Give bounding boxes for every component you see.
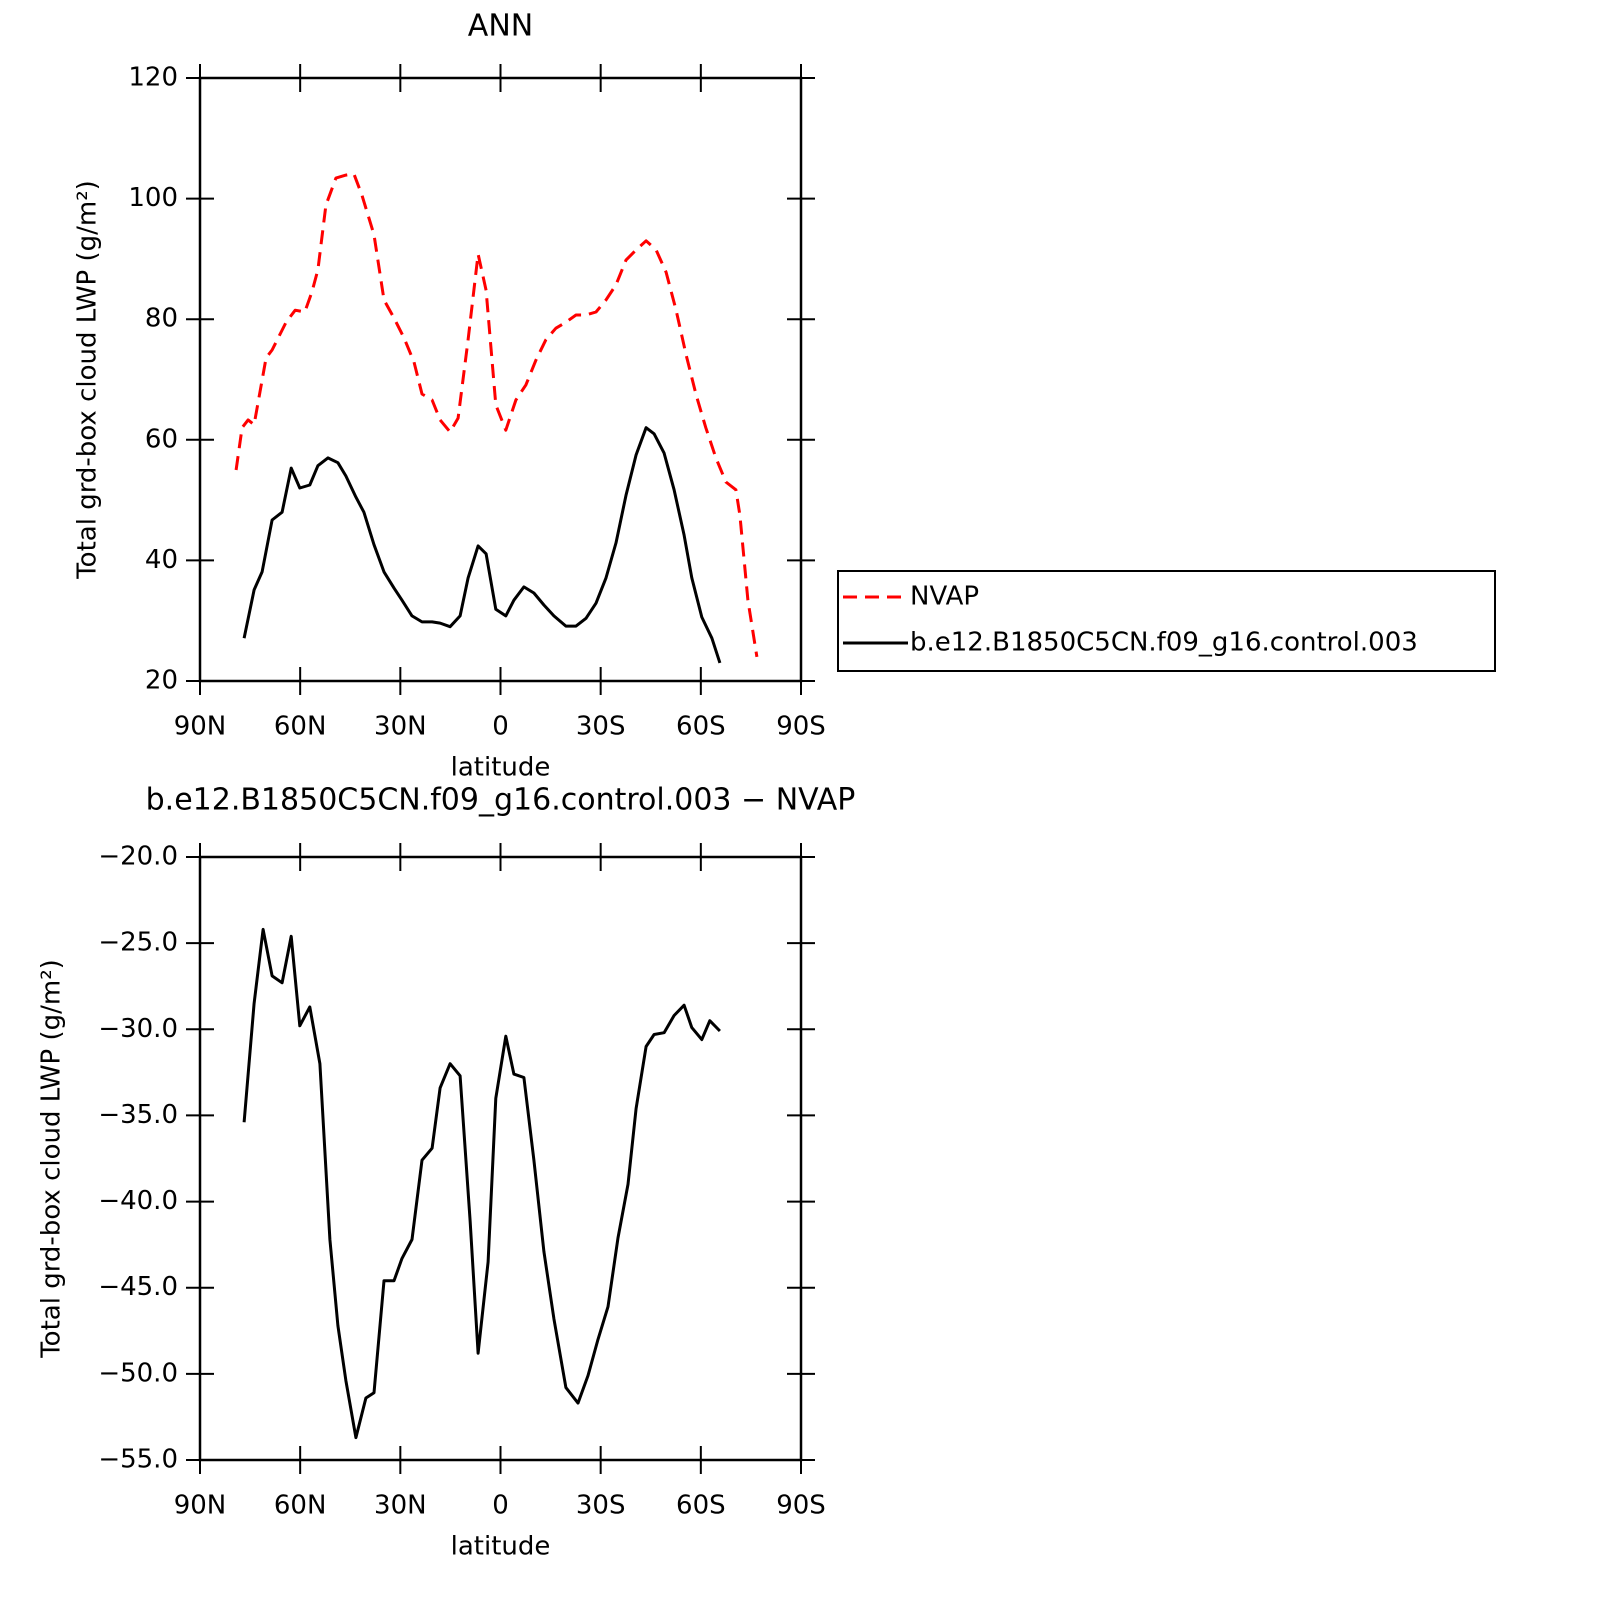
data-line — [242, 426, 722, 664]
y-tick-label: −55.0 — [98, 1445, 178, 1475]
x-tick-label: 60S — [676, 712, 726, 742]
y-axis-label: Total grd-box cloud LWP (g/m²) — [73, 180, 103, 580]
x-tick-label: 60S — [676, 1491, 726, 1521]
y-tick-label: 40 — [145, 545, 178, 575]
x-tick-label: 60N — [274, 1491, 327, 1521]
y-tick-label: −40.0 — [98, 1186, 178, 1216]
legend-box — [837, 570, 1496, 672]
legend: NVAP b.e12.B1850C5CN.f09_g16.control.003 — [837, 570, 1496, 672]
x-tick-label: 90S — [776, 1491, 826, 1521]
chart: ANN latitude Total grd-box cloud LWP (g/m²… — [73, 9, 1496, 783]
x-tick-label: 60N — [274, 712, 327, 742]
y-tick-label: 100 — [128, 183, 178, 213]
x-tick-label: 30S — [576, 1491, 626, 1521]
y-axis-label: Total grd-box cloud LWP (g/m²) — [37, 959, 67, 1359]
legend-label: b.e12.B1850C5CN.f09_g16.control.003 — [910, 628, 1418, 658]
y-tick-label: 20 — [145, 666, 178, 696]
legend-label: NVAP — [910, 582, 979, 612]
data-line — [234, 172, 759, 658]
chart-title: b.e12.B1850C5CN.f09_g16.control.003 − NV… — [146, 783, 856, 818]
y-tick-label: −50.0 — [98, 1358, 178, 1388]
x-axis-label: latitude — [451, 753, 551, 783]
x-tick-label: 30S — [576, 712, 626, 742]
y-tick-label: −20.0 — [98, 842, 178, 872]
y-tick-label: −35.0 — [98, 1100, 178, 1130]
y-tick-label: −45.0 — [98, 1272, 178, 1302]
x-tick-label: 90S — [776, 712, 826, 742]
x-axis-label: latitude — [451, 1532, 551, 1562]
x-tick-label: 90N — [174, 712, 227, 742]
plot-frame — [198, 76, 803, 683]
x-tick-label: 30N — [374, 1491, 427, 1521]
x-tick-label: 0 — [492, 1491, 509, 1521]
data-line — [242, 927, 721, 1440]
x-tick-label: 30N — [374, 712, 427, 742]
x-tick-label: 0 — [492, 712, 509, 742]
y-tick-label: 60 — [145, 424, 178, 454]
y-tick-label: 120 — [128, 63, 178, 93]
plot-frame — [198, 855, 803, 1462]
chart-title: ANN — [468, 9, 533, 44]
y-tick-label: −30.0 — [98, 1014, 178, 1044]
y-tick-label: −25.0 — [98, 928, 178, 958]
chart: b.e12.B1850C5CN.f09_g16.control.003 − NV… — [37, 783, 856, 1562]
y-tick-label: 80 — [145, 304, 178, 334]
x-tick-label: 90N — [174, 1491, 227, 1521]
